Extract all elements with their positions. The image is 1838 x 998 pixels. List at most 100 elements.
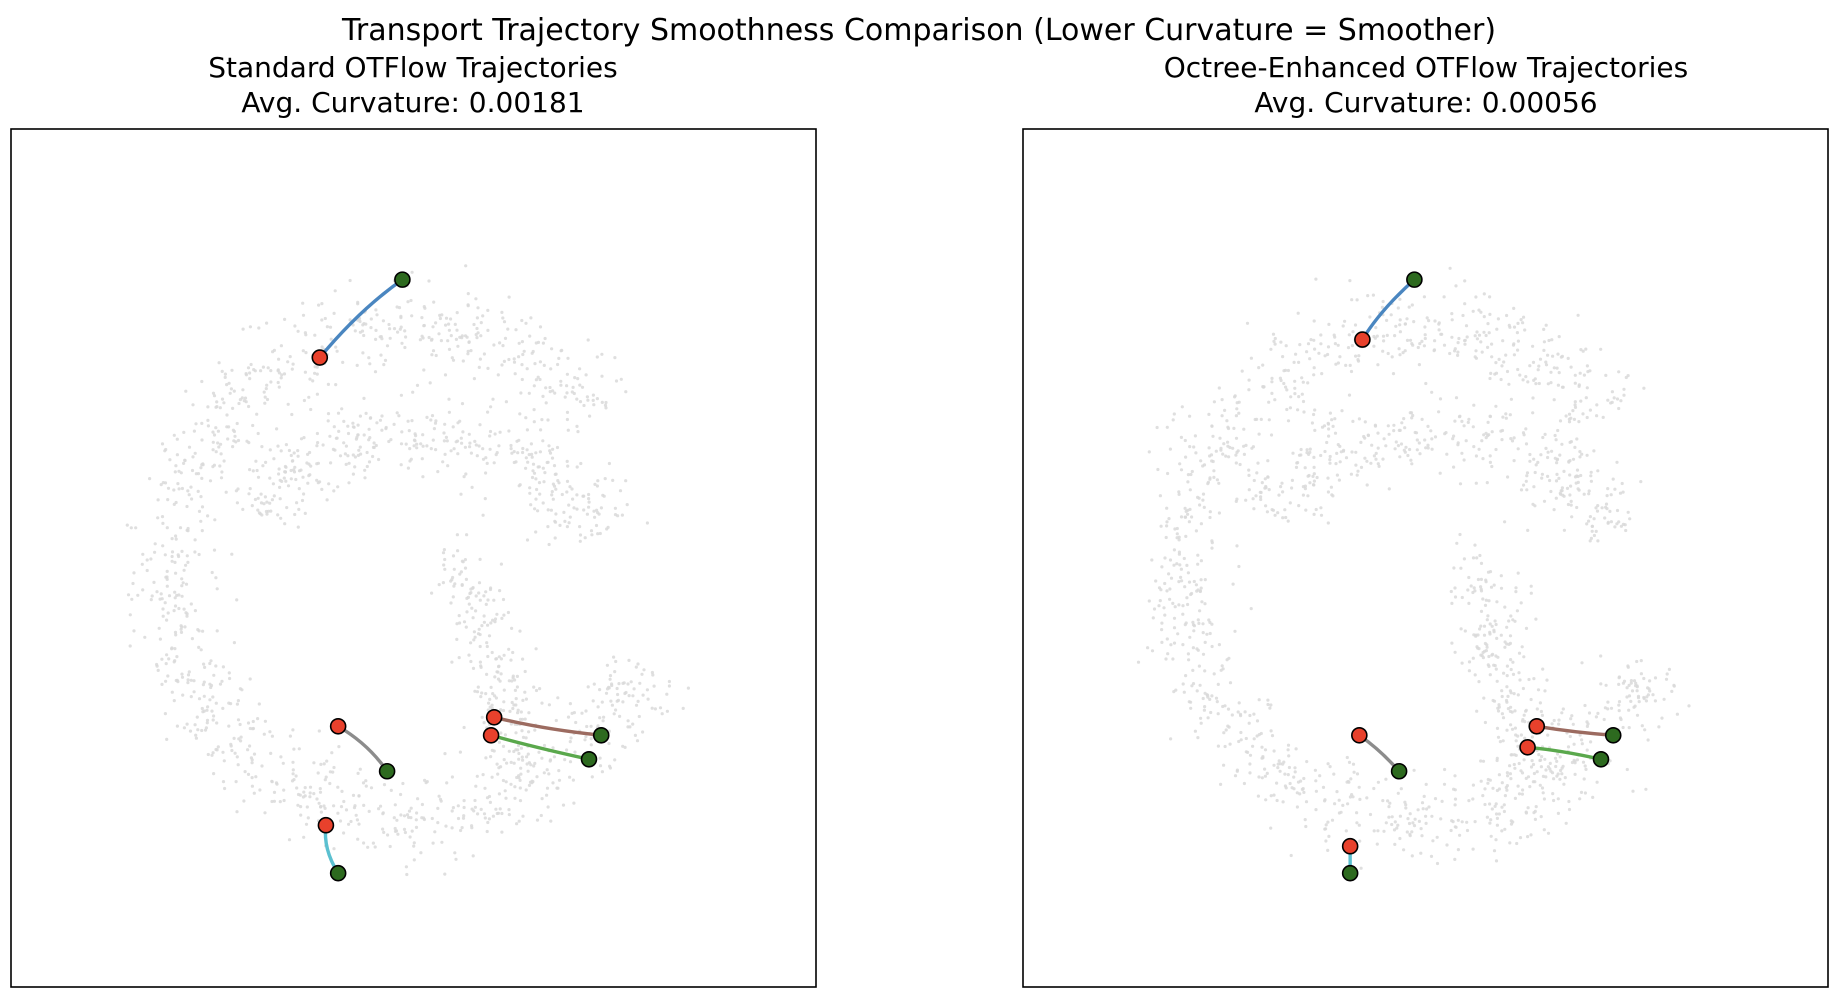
background-point <box>1169 576 1174 580</box>
background-point <box>1387 432 1391 436</box>
background-point <box>177 469 181 473</box>
background-point <box>181 693 185 697</box>
background-point <box>1505 625 1509 629</box>
background-point <box>355 818 359 822</box>
background-point <box>1332 772 1336 776</box>
background-point <box>541 439 545 443</box>
background-point <box>1582 777 1586 781</box>
background-point <box>1599 347 1603 351</box>
background-point <box>493 620 497 624</box>
background-point <box>410 829 414 833</box>
background-point <box>1222 731 1226 735</box>
background-point <box>270 780 274 784</box>
background-point <box>1573 405 1578 409</box>
background-point <box>489 685 493 690</box>
background-point <box>1186 602 1190 607</box>
background-point <box>163 712 167 716</box>
background-point <box>510 700 514 705</box>
background-point <box>1179 515 1184 519</box>
background-point <box>1458 482 1463 486</box>
background-point <box>652 684 656 688</box>
background-point <box>485 672 489 677</box>
background-point <box>205 708 209 712</box>
background-point <box>419 851 423 855</box>
figure-title: Transport Trajectory Smoothness Comparis… <box>341 13 1496 48</box>
background-point <box>215 400 219 404</box>
background-point <box>533 362 537 366</box>
background-point <box>293 512 297 517</box>
background-point <box>613 356 617 360</box>
background-point <box>1402 848 1406 852</box>
background-point <box>473 439 477 443</box>
background-point <box>1354 450 1358 454</box>
background-point <box>452 567 456 571</box>
background-point <box>250 776 254 780</box>
background-point <box>1577 383 1581 387</box>
background-point <box>286 402 290 406</box>
background-point <box>338 454 343 458</box>
background-point <box>1533 817 1537 822</box>
background-point <box>632 687 636 691</box>
background-point <box>529 442 534 446</box>
background-point <box>528 491 532 495</box>
background-point <box>1411 343 1415 347</box>
background-point <box>469 659 473 664</box>
background-point <box>1479 624 1483 628</box>
background-point <box>152 580 156 585</box>
background-point <box>128 644 132 648</box>
background-point <box>1335 451 1339 455</box>
background-point <box>361 351 365 355</box>
background-point <box>598 764 603 768</box>
background-point <box>1286 419 1291 423</box>
background-point <box>1198 609 1202 613</box>
background-point <box>1585 522 1589 526</box>
background-point <box>367 356 371 360</box>
background-point <box>1333 342 1337 346</box>
background-point <box>1313 347 1317 351</box>
background-point <box>161 607 165 611</box>
background-point <box>260 764 264 768</box>
background-point <box>1494 361 1498 365</box>
background-point <box>524 321 528 325</box>
background-point <box>515 775 519 780</box>
background-point <box>429 447 433 451</box>
background-point <box>166 486 171 490</box>
background-point <box>228 676 232 681</box>
background-point <box>474 609 478 613</box>
background-point <box>1265 771 1269 776</box>
background-point <box>470 606 474 610</box>
background-point <box>1541 435 1545 440</box>
background-point <box>353 465 357 469</box>
background-point <box>1482 633 1487 637</box>
background-point <box>1525 488 1529 492</box>
background-point <box>200 728 204 733</box>
background-point <box>1373 423 1377 427</box>
background-point <box>1310 421 1314 425</box>
background-point <box>259 501 264 505</box>
background-point <box>591 393 596 397</box>
background-point <box>196 728 200 732</box>
background-point <box>1172 412 1176 416</box>
background-point <box>1291 451 1295 455</box>
background-point <box>600 700 604 704</box>
background-point <box>1483 603 1488 608</box>
background-point <box>211 430 215 434</box>
background-point <box>538 450 543 454</box>
background-point <box>1344 456 1349 460</box>
background-point <box>174 633 178 637</box>
background-point <box>578 539 582 543</box>
background-point <box>1417 363 1421 367</box>
background-point <box>1540 476 1544 480</box>
background-point <box>173 590 177 594</box>
background-point <box>1512 353 1516 357</box>
background-point <box>1503 520 1507 524</box>
background-point <box>497 664 501 668</box>
background-point <box>240 688 244 692</box>
background-point <box>1553 756 1558 760</box>
background-point <box>364 411 368 415</box>
background-point <box>248 377 252 381</box>
background-point <box>213 518 217 522</box>
background-point <box>165 569 169 574</box>
background-point <box>351 425 355 429</box>
background-point <box>462 814 466 818</box>
